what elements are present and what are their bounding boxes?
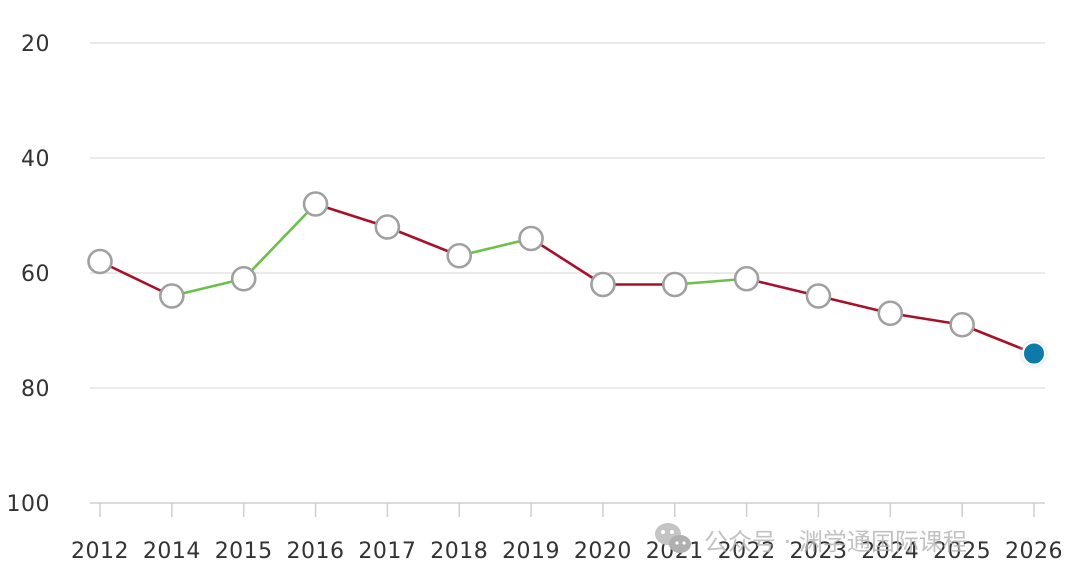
y-tick-label-20: 20 [21,32,50,57]
x-tick-label-2022: 2022 [718,539,776,564]
data-point-2019[interactable] [518,225,544,252]
data-point-2015[interactable] [230,265,257,292]
data-point-2018[interactable] [446,242,473,269]
x-tick-label-2018: 2018 [430,539,488,564]
wechat-icon [655,523,691,553]
series-points [87,191,1046,366]
data-point-2021[interactable] [661,271,688,298]
x-tick-label-2016: 2016 [287,539,345,564]
line-segment-2025-2026 [960,323,1036,355]
data-point-2020[interactable] [590,271,616,298]
data-point-2026-highlighted[interactable] [1022,341,1046,366]
x-axis: 2012201420152016201720182019202020212022… [71,503,1063,564]
watermark: 公众号 · 渊学通国际课程 [655,523,967,556]
data-point-2016[interactable] [302,191,329,217]
data-point-2023[interactable] [805,283,832,309]
x-tick-label-2024: 2024 [861,539,919,564]
x-tick-label-2026: 2026 [1005,539,1063,564]
x-tick-label-2012: 2012 [71,539,129,564]
y-tick-label-40: 40 [21,147,50,172]
line-segment-2015-2016 [242,202,317,281]
y-axis-labels: 20 40 60 80 100 [7,32,51,517]
y-tick-label-80: 80 [21,377,50,402]
x-tick-label-2014: 2014 [143,539,201,564]
line-segment-2019-2020 [529,237,605,286]
x-tick-label-2015: 2015 [215,539,273,564]
data-point-2012[interactable] [87,248,113,275]
line-segment-2012-2014 [98,260,174,298]
data-point-2024[interactable] [877,300,904,327]
y-tick-label-60: 60 [21,262,50,287]
x-tick-label-2023: 2023 [789,539,847,564]
watermark-text: 公众号 · 渊学通国际课程 [704,528,967,556]
data-point-2014[interactable] [159,283,185,309]
data-point-2025[interactable] [949,311,975,338]
x-tick-label-2019: 2019 [502,539,560,564]
x-tick-label-2025: 2025 [933,539,991,564]
y-tick-label-100: 100 [7,492,51,517]
line-segment-2017-2018 [386,225,461,258]
data-point-2017[interactable] [374,214,401,240]
x-tick-label-2020: 2020 [574,539,632,564]
data-point-2022[interactable] [733,265,760,292]
x-tick-label-2017: 2017 [358,539,416,564]
